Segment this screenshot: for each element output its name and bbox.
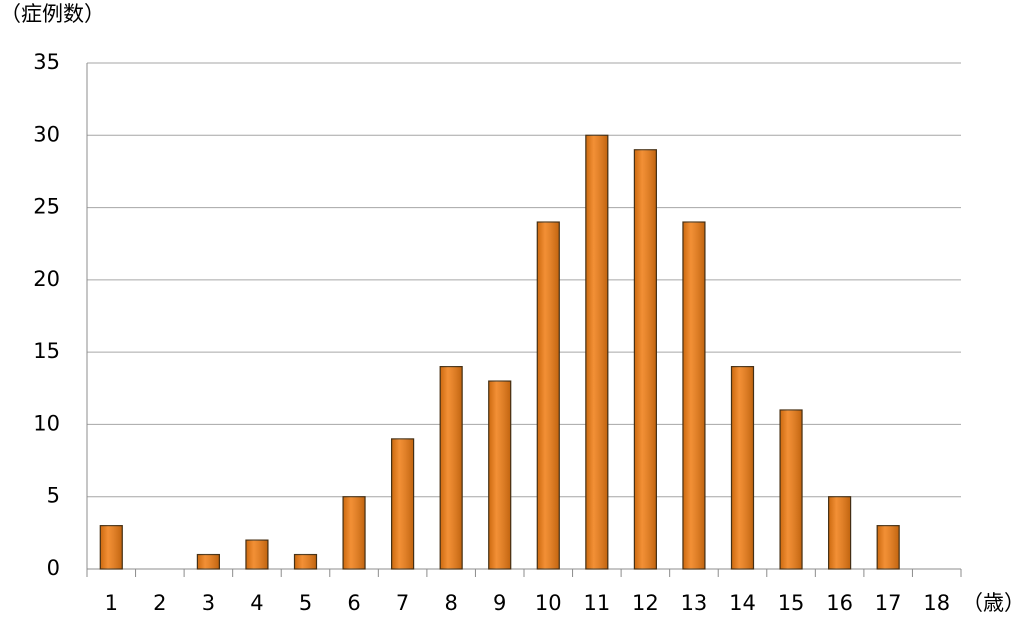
bar-shade <box>488 381 511 569</box>
y-tick-label: 20 <box>33 267 60 291</box>
x-tick-label: 12 <box>632 591 659 615</box>
bar-shade <box>731 366 754 569</box>
x-tick-label: 16 <box>826 591 853 615</box>
x-tick-label: 17 <box>875 591 902 615</box>
y-tick-label: 25 <box>33 195 60 219</box>
x-tick-label: 6 <box>347 591 360 615</box>
y-tick-label: 30 <box>33 122 60 146</box>
bar-shade <box>780 409 803 569</box>
x-tick-label: 11 <box>583 591 610 615</box>
bar-shade <box>100 525 123 569</box>
x-tick-label: 14 <box>729 591 756 615</box>
x-tick-label: 4 <box>250 591 263 615</box>
x-tick-label: 15 <box>778 591 805 615</box>
x-tick-label: 7 <box>396 591 409 615</box>
y-tick-label: 0 <box>47 556 60 580</box>
y-tick-label: 15 <box>33 339 60 363</box>
bar-shade <box>537 222 560 569</box>
bar-shade <box>245 540 268 569</box>
bar-shade <box>682 222 705 569</box>
bar-shade <box>828 496 851 569</box>
bar-shade <box>585 135 608 570</box>
x-tick-label: 8 <box>444 591 457 615</box>
x-tick-label: 3 <box>202 591 215 615</box>
x-axis-title: （歳） <box>962 591 1025 615</box>
y-tick-label: 5 <box>47 484 60 508</box>
x-tick-label: 5 <box>299 591 312 615</box>
bar-shade <box>197 554 220 569</box>
x-tick-label: 18 <box>923 591 950 615</box>
y-tick-label: 35 <box>33 50 60 74</box>
x-tick-label: 10 <box>535 591 562 615</box>
bar-shade <box>294 554 317 569</box>
bar-shade <box>877 525 900 569</box>
x-tick-label: 9 <box>493 591 506 615</box>
bar-shade <box>440 366 463 569</box>
x-tick-label: 13 <box>681 591 708 615</box>
bar-shade <box>391 438 414 569</box>
bar-shade <box>634 149 657 569</box>
x-tick-label: 1 <box>105 591 118 615</box>
x-tick-label: 2 <box>153 591 166 615</box>
bar-shade <box>343 496 366 569</box>
y-tick-label: 10 <box>33 411 60 435</box>
y-axis-title: （症例数） <box>0 2 105 26</box>
